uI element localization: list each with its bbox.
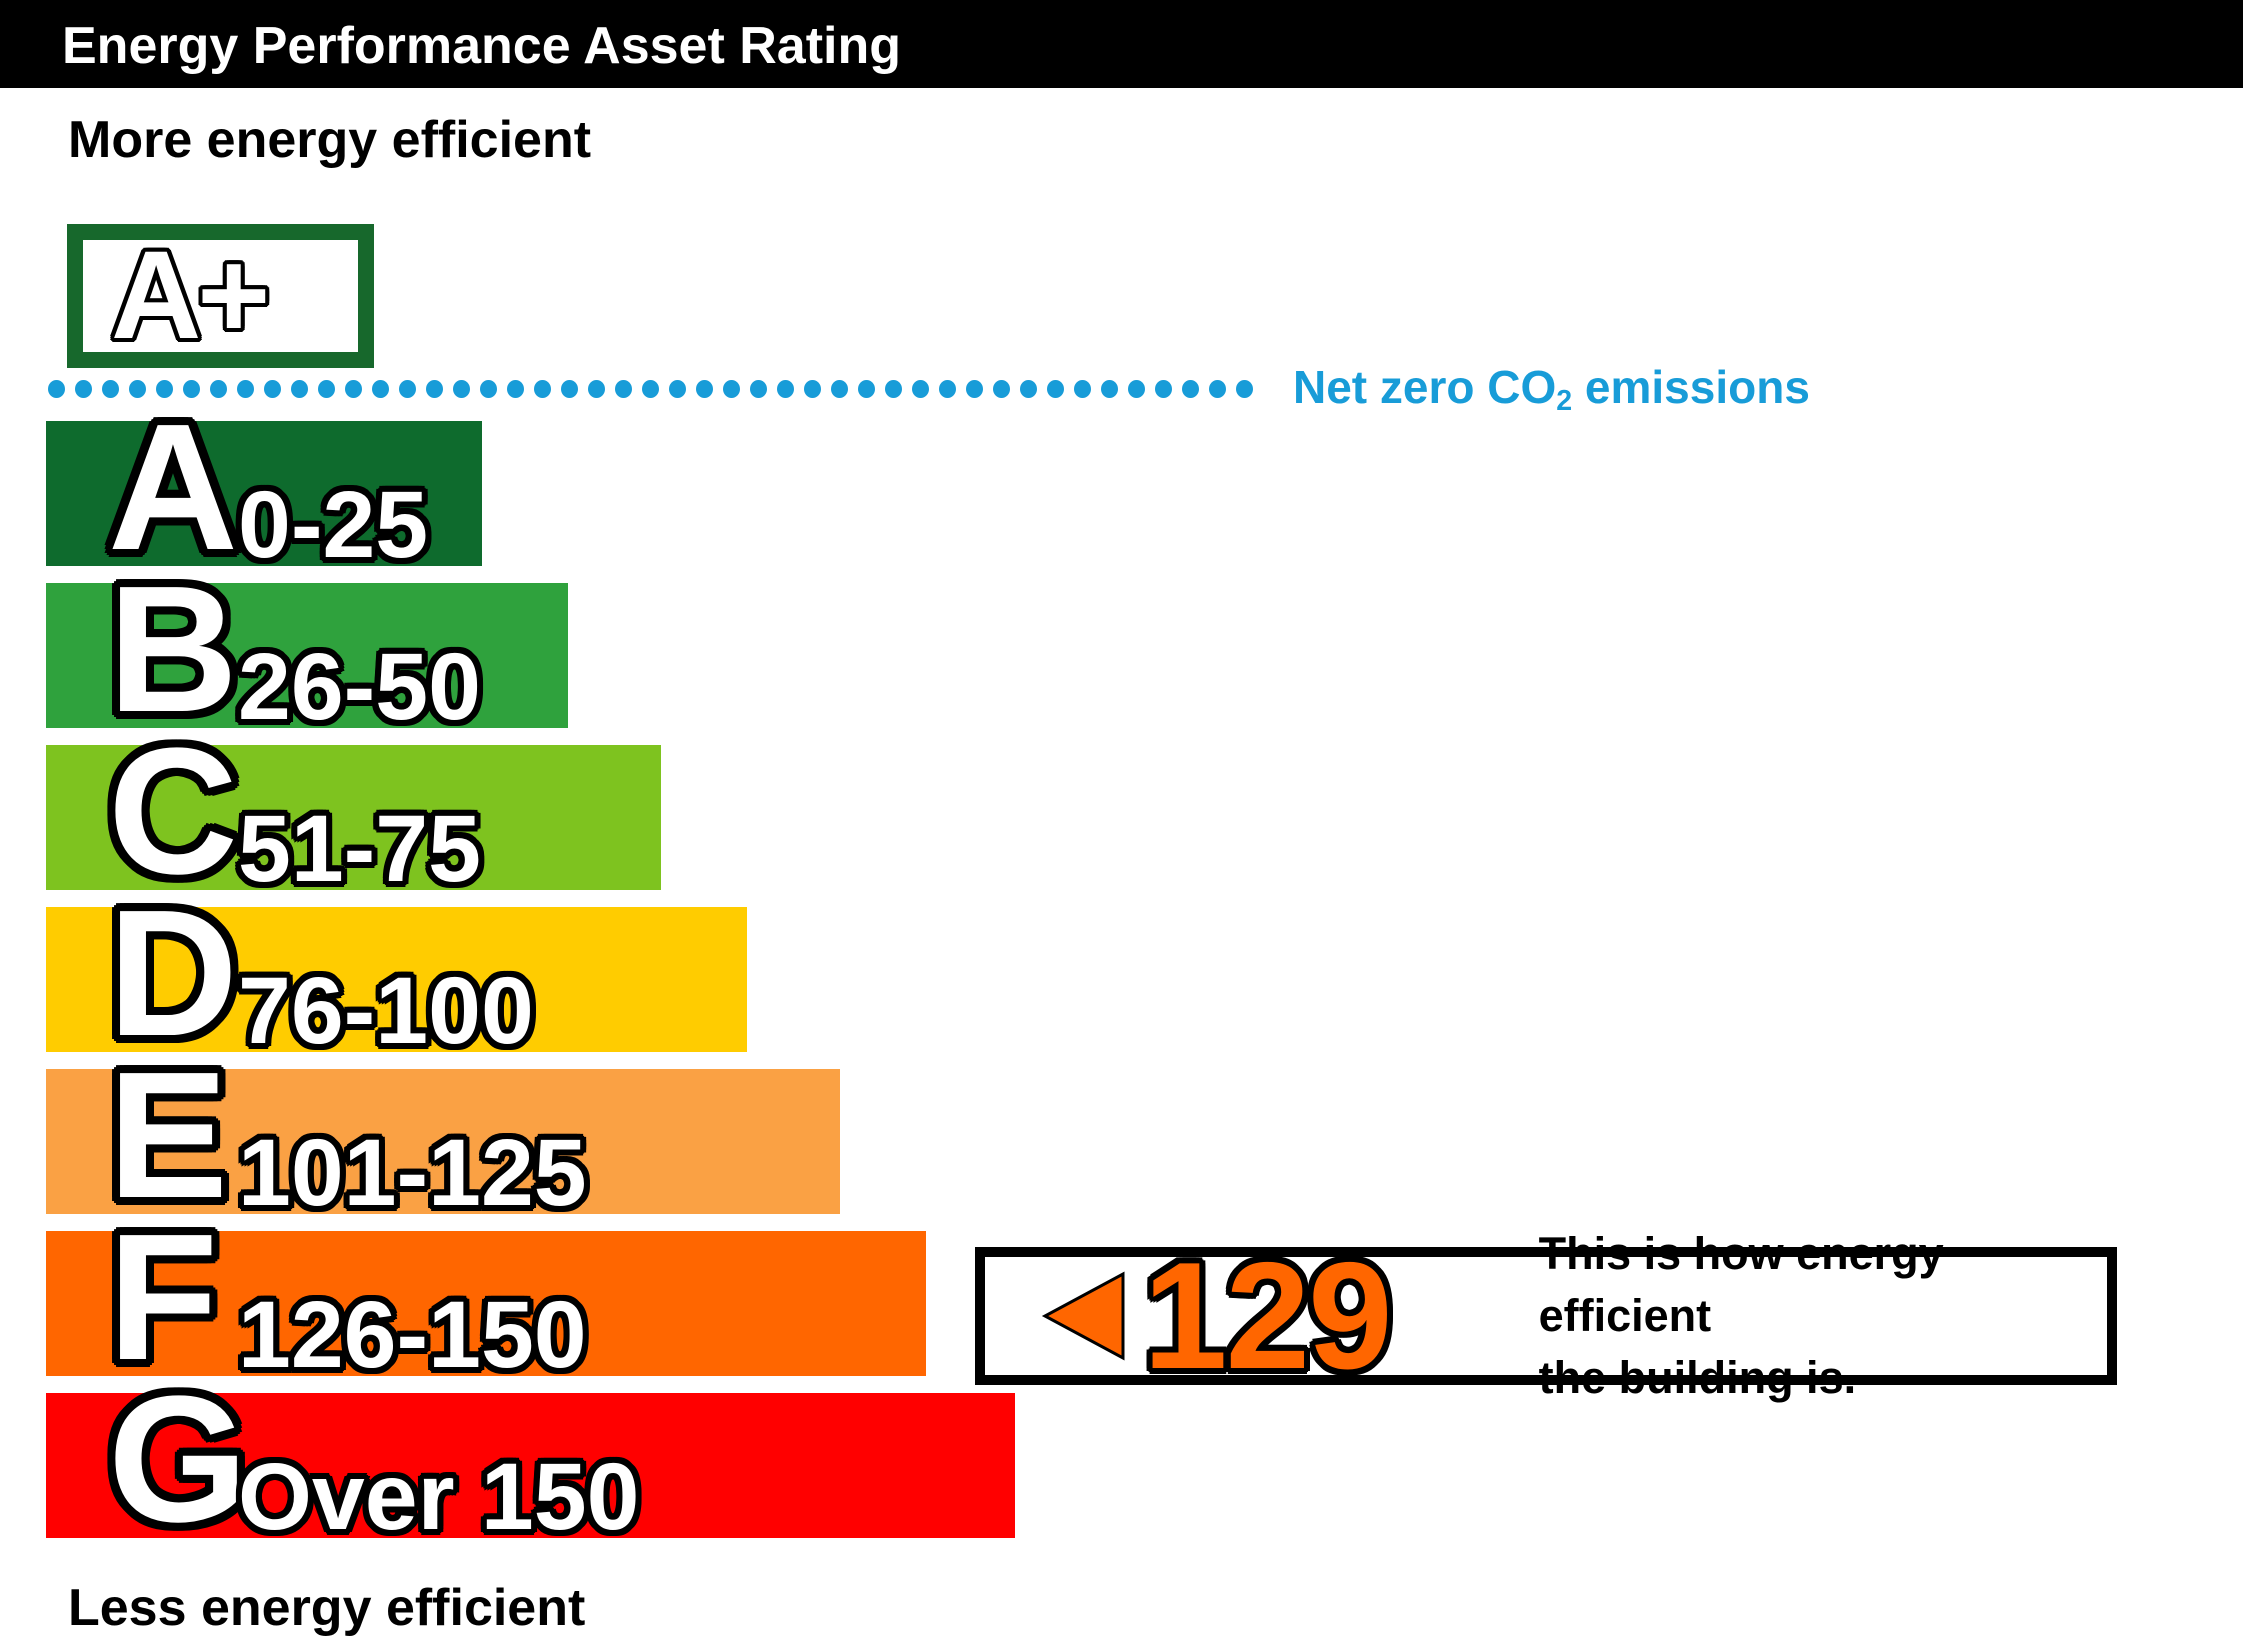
net-zero-dot [966, 380, 983, 398]
grade-letter: D [108, 873, 238, 1074]
net-zero-dot [75, 380, 92, 398]
net-zero-text-prefix: Net zero CO [1293, 360, 1557, 413]
net-zero-dot [615, 380, 632, 398]
net-zero-dot [156, 380, 173, 398]
rating-indicator-box: 129 This is how energy efficient the bui… [975, 1228, 2117, 1403]
net-zero-dot [345, 380, 362, 398]
net-zero-dot [183, 380, 200, 398]
rating-description-line1: This is how energy efficient [1538, 1228, 1944, 1341]
grade-letter: B [108, 549, 238, 750]
net-zero-dot [210, 380, 227, 398]
net-zero-dot [669, 380, 686, 398]
net-zero-dot [372, 380, 389, 398]
a-plus-label: A+ [111, 226, 270, 365]
net-zero-dot [1101, 380, 1118, 398]
net-zero-dot [858, 380, 875, 398]
grade-letter: G [108, 1359, 249, 1560]
grade-range: 26-50 [238, 634, 481, 740]
net-zero-dot [588, 380, 605, 398]
net-zero-dot [993, 380, 1010, 398]
net-zero-dot [831, 380, 848, 398]
band-bar-c: C 51-75 [46, 722, 661, 902]
net-zero-dot [507, 380, 524, 398]
grade-letter: F [108, 1197, 218, 1398]
net-zero-dot [426, 380, 443, 398]
net-zero-dot [1155, 380, 1172, 398]
band-bar-b: B 26-50 [46, 560, 568, 740]
net-zero-dot [642, 380, 659, 398]
grade-range: 76-100 [238, 958, 534, 1064]
net-zero-dot [237, 380, 254, 398]
rating-description: This is how energy efficient the buildin… [1539, 1223, 2107, 1409]
header-bar: Energy Performance Asset Rating [0, 0, 2243, 88]
net-zero-dot [1047, 380, 1064, 398]
grade-letter: A [108, 387, 238, 588]
net-zero-dot [885, 380, 902, 398]
net-zero-dot [1020, 380, 1037, 398]
net-zero-dot [1182, 380, 1199, 398]
net-zero-dot [264, 380, 281, 398]
net-zero-dot [291, 380, 308, 398]
net-zero-dot [399, 380, 416, 398]
net-zero-dot [1128, 380, 1145, 398]
net-zero-dot [804, 380, 821, 398]
net-zero-dot [453, 380, 470, 398]
band-bar-g: G Over 150 [46, 1370, 1015, 1550]
net-zero-dot [129, 380, 146, 398]
rating-value: 129 [1143, 1231, 1393, 1401]
net-zero-dot [480, 380, 497, 398]
less-efficient-label: Less energy efficient [68, 1579, 586, 1637]
net-zero-dot [534, 380, 551, 398]
net-zero-dot [561, 380, 578, 398]
grade-range: 0-25 [238, 472, 429, 578]
rating-arrow-icon [1027, 1269, 1127, 1363]
net-zero-dot [102, 380, 119, 398]
net-zero-dot [1236, 380, 1253, 398]
more-efficient-label: More energy efficient [68, 111, 592, 169]
a-plus-box: A+ [67, 224, 374, 368]
net-zero-dot [318, 380, 335, 398]
rating-bands: A 0-25 B 26-50 C 51-75 D 76-100 E 101-125 F 126-150… [46, 398, 1015, 1555]
net-zero-row: Net zero CO2 emissions [48, 361, 2208, 417]
net-zero-subscript: 2 [1556, 385, 1573, 418]
net-zero-dot [723, 380, 740, 398]
grade-letter: E [108, 1035, 229, 1236]
grade-letter: C [108, 711, 238, 912]
net-zero-dot [1074, 380, 1091, 398]
net-zero-text-suffix: emissions [1572, 360, 1810, 413]
band-bar-d: D 76-100 [46, 884, 747, 1064]
net-zero-dot [696, 380, 713, 398]
net-zero-dotted-line [48, 380, 1253, 398]
grade-range: 51-75 [238, 796, 481, 902]
net-zero-label: Net zero CO2 emissions [1293, 360, 1810, 418]
net-zero-dot [1209, 380, 1226, 398]
band-bar-e: E 101-125 [46, 1046, 840, 1226]
grade-range: Over 150 [238, 1444, 640, 1550]
page-title: Energy Performance Asset Rating [62, 17, 902, 75]
band-bar-a: A 0-25 [46, 398, 482, 578]
net-zero-dot [750, 380, 767, 398]
grade-range: 126-150 [238, 1282, 587, 1388]
rating-description-line2: the building is. [1538, 1352, 1857, 1403]
grade-range: 101-125 [238, 1120, 587, 1226]
net-zero-dot [48, 380, 65, 398]
band-bar-f: F 126-150 [46, 1208, 926, 1388]
net-zero-dot [912, 380, 929, 398]
net-zero-dot [939, 380, 956, 398]
net-zero-dot [777, 380, 794, 398]
